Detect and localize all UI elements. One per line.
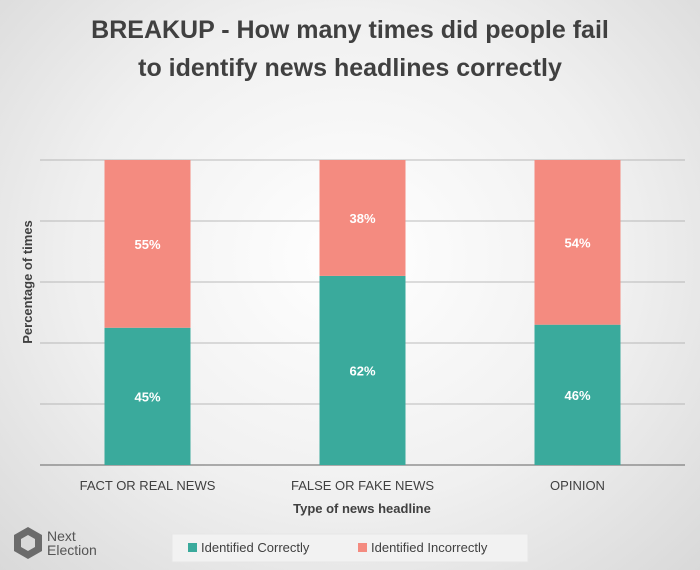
legend-swatch-correct xyxy=(188,543,197,552)
legend: Identified Correctly Identified Incorrec… xyxy=(171,533,529,563)
bar-correct xyxy=(319,275,406,465)
data-label: 54% xyxy=(564,235,590,250)
legend-swatch-incorrect xyxy=(358,543,367,552)
next-election-logo: Next Election xyxy=(14,527,97,559)
data-label: 45% xyxy=(134,389,160,404)
legend-label-correct: Identified Correctly xyxy=(201,540,310,555)
x-axis-title: Type of news headline xyxy=(293,501,431,516)
data-label: 55% xyxy=(134,237,160,252)
legend-background xyxy=(171,533,529,563)
bars xyxy=(104,160,621,465)
category-label: OPINION xyxy=(550,478,605,493)
y-axis-title: Percentage of times xyxy=(20,220,35,344)
data-label: 62% xyxy=(349,363,375,378)
logo-text-election: Election xyxy=(47,542,97,558)
bar-incorrect xyxy=(534,160,621,325)
chart-title-line-1: BREAKUP - How many times did people fail xyxy=(91,16,609,44)
category-label: FACT OR REAL NEWS xyxy=(80,478,216,493)
data-label: 38% xyxy=(349,211,375,226)
logo-text-next: Next xyxy=(47,528,76,544)
logo-icon xyxy=(14,527,42,559)
data-labels: 45% 55% 62% 38% 46% 54% xyxy=(134,211,590,404)
data-label: 46% xyxy=(564,388,590,403)
category-label: FALSE OR FAKE NEWS xyxy=(291,478,434,493)
bar-incorrect xyxy=(104,160,191,328)
bar-correct xyxy=(104,327,191,465)
bar-correct xyxy=(534,324,621,465)
category-labels: FACT OR REAL NEWS FALSE OR FAKE NEWS OPINI… xyxy=(80,478,605,493)
chart-title-line-2: to identify news headlines correctly xyxy=(138,54,562,82)
bar-incorrect xyxy=(319,160,406,276)
legend-label-incorrect: Identified Incorrectly xyxy=(371,540,488,555)
